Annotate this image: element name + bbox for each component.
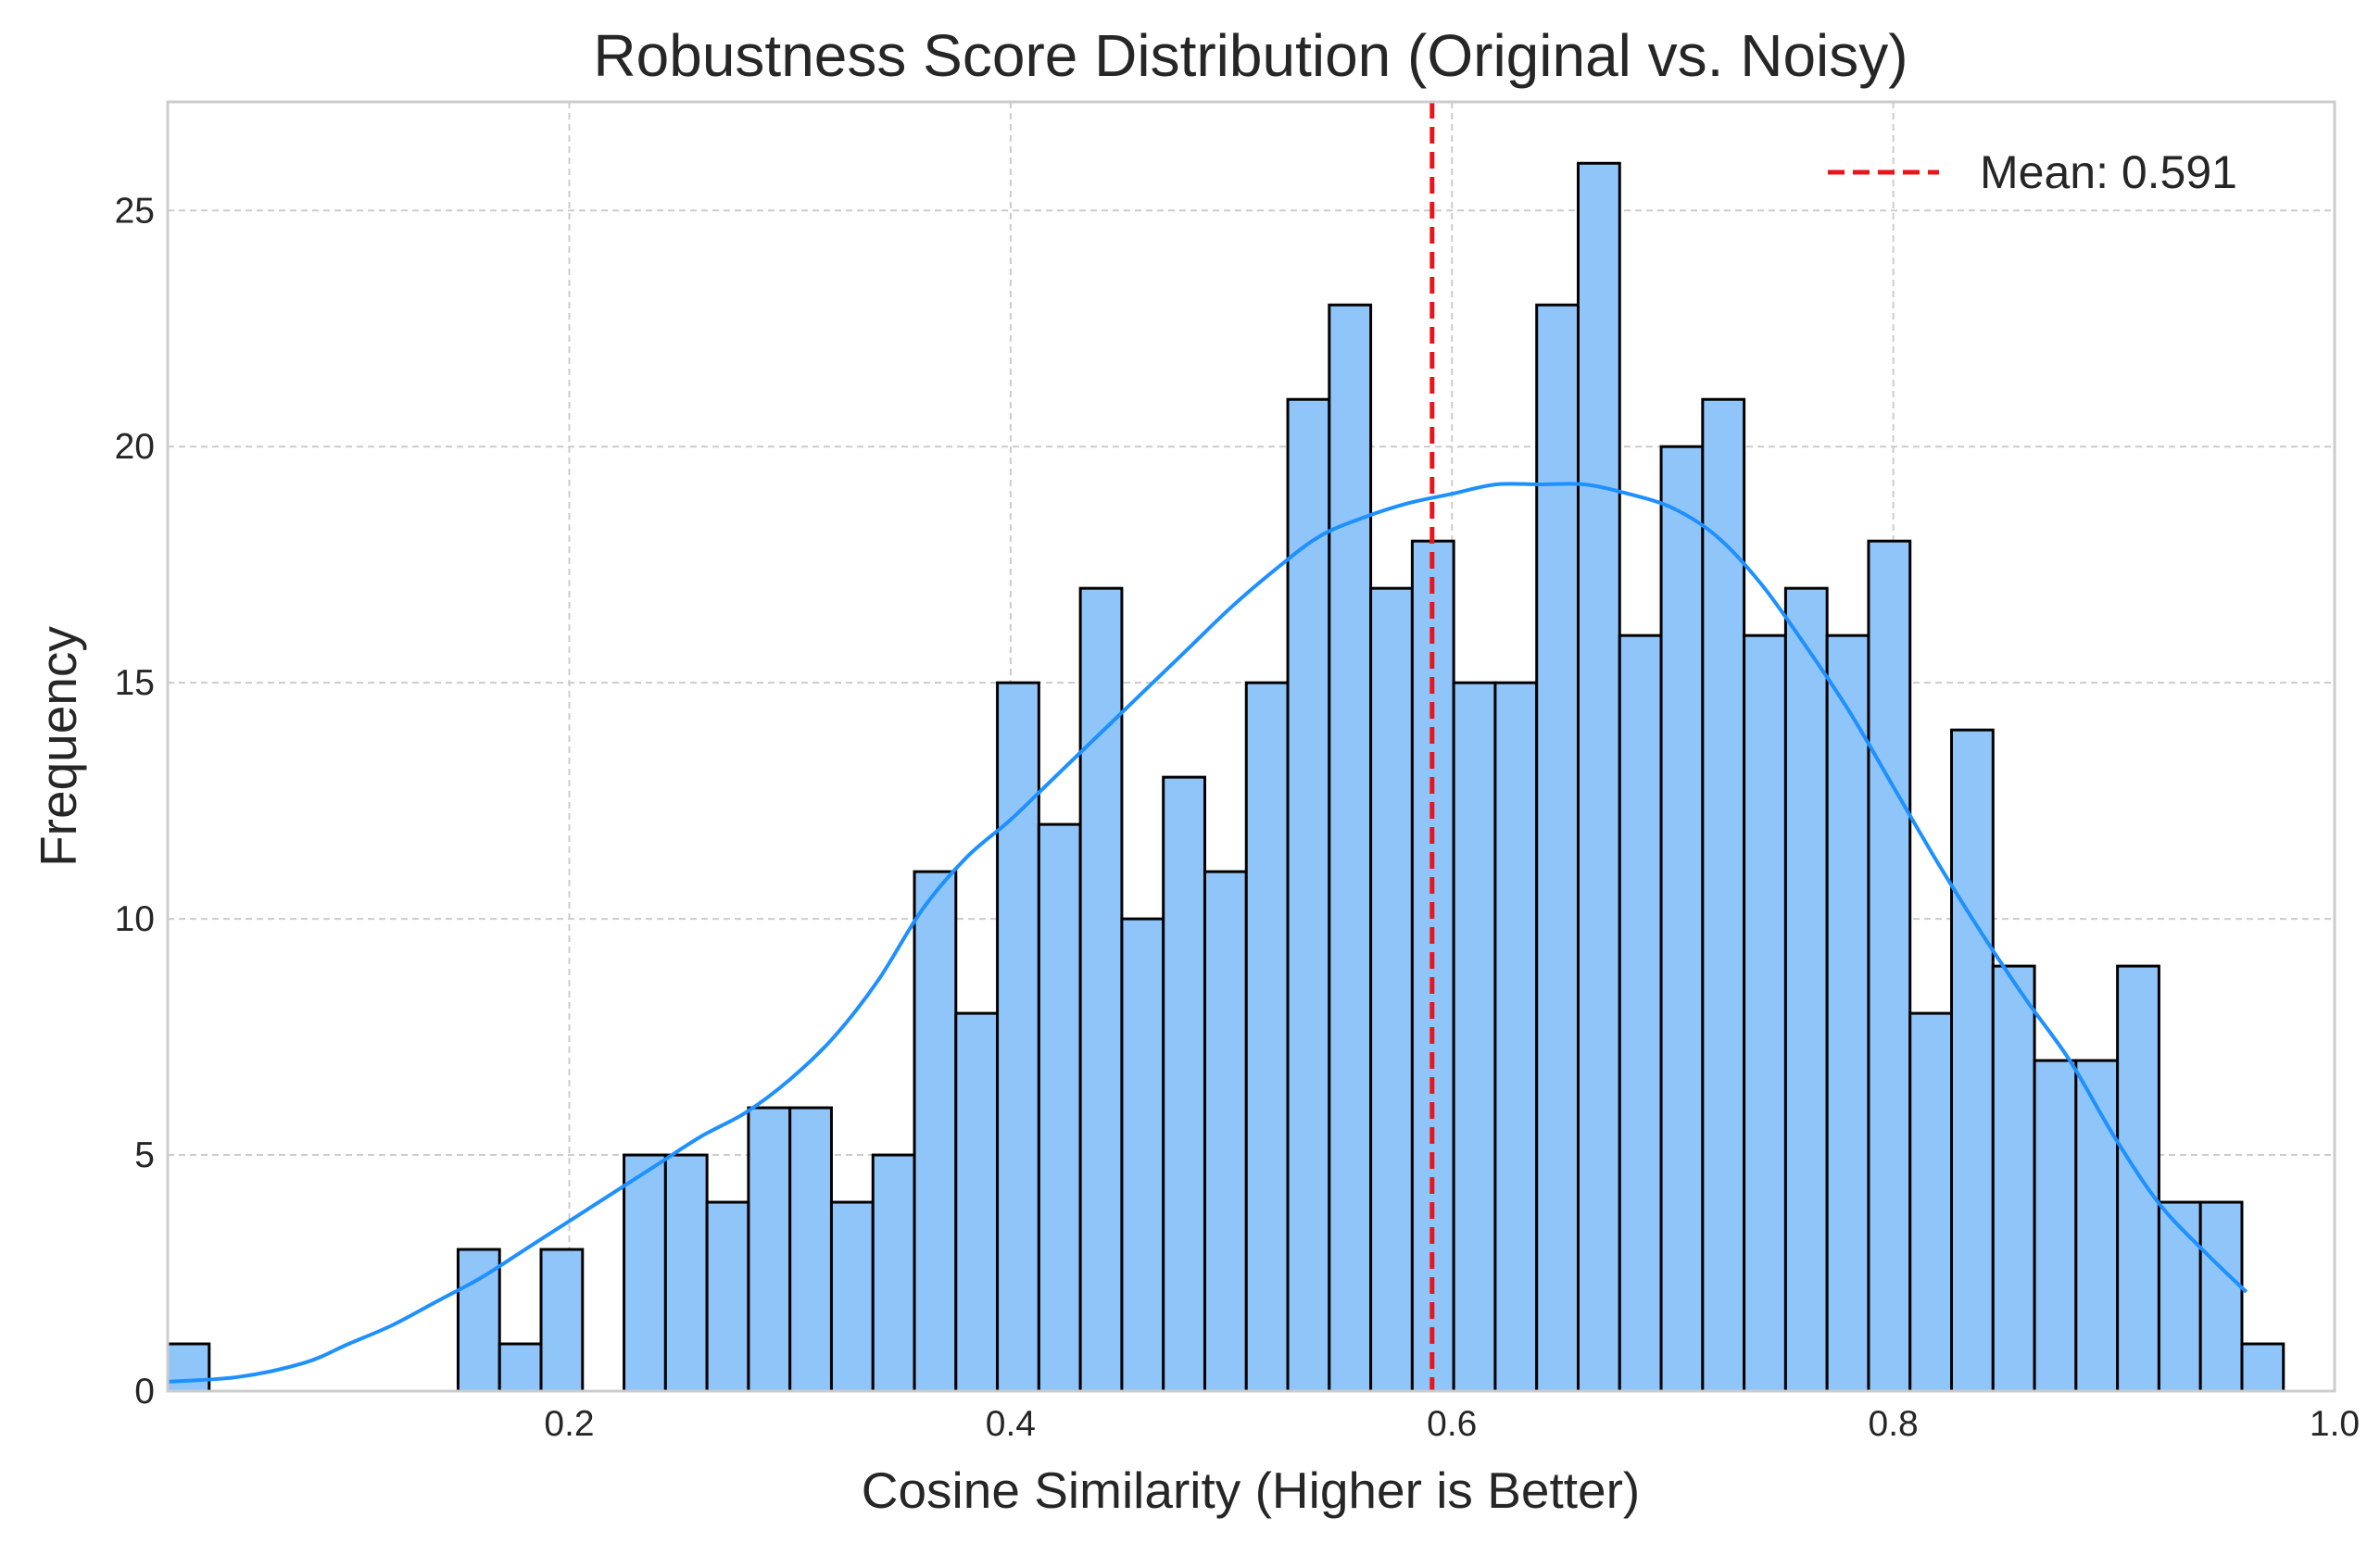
y-tick-label: 0 (134, 1372, 155, 1411)
histogram-bar (663, 1153, 709, 1393)
histogram-bar (1369, 586, 1414, 1393)
histogram-bar (1950, 728, 1995, 1393)
histogram-bar (913, 870, 958, 1393)
histogram-bar (2116, 964, 2160, 1393)
histogram-bar (1162, 775, 1206, 1393)
histogram-bar (871, 1153, 916, 1393)
histogram-bar (1493, 681, 1539, 1393)
x-tick-label: 0.2 (544, 1404, 594, 1444)
histogram-bar (1659, 445, 1705, 1393)
plot-frame (166, 100, 2336, 1393)
histogram-bar (623, 1153, 667, 1393)
x-tick-label: 1.0 (2310, 1404, 2360, 1444)
bars-layer (166, 161, 2286, 1393)
histogram-bar (539, 1248, 585, 1393)
histogram-bar (1452, 681, 1497, 1393)
histogram-bar (788, 1106, 833, 1393)
histogram-bar (1867, 539, 1912, 1393)
histogram-bar (456, 1248, 501, 1393)
histogram-bar (829, 1200, 875, 1393)
histogram-bar (996, 681, 1040, 1393)
histogram-bar (1991, 964, 2036, 1393)
histogram-bar (497, 1342, 543, 1393)
y-tick-label: 10 (115, 899, 155, 939)
histogram-bar (1783, 586, 1829, 1393)
histogram-bar (1701, 397, 1746, 1393)
chart-title: Robustness Score Distribution (Original … (593, 22, 1908, 89)
legend: Mean: 0.591 (1828, 146, 2237, 198)
histogram-bar (2198, 1200, 2244, 1393)
histogram-bar (166, 1342, 211, 1393)
legend-mean-label: Mean: 0.591 (1980, 146, 2237, 198)
y-tick-label: 15 (115, 663, 155, 703)
histogram-bar (2157, 1200, 2202, 1393)
kde-curve (167, 482, 2248, 1384)
histogram-bar (705, 1200, 750, 1393)
histogram-bar (1908, 1011, 1954, 1393)
histogram-bar (2240, 1342, 2286, 1393)
histogram-bar (1825, 634, 1870, 1393)
histogram-bar (1078, 586, 1124, 1393)
histogram-bar (1535, 303, 1580, 1393)
y-tick-labels: 0 5 10 15 20 25 (115, 191, 155, 1411)
histogram-bar (1120, 917, 1165, 1393)
x-tick-labels: 0.2 0.4 0.6 0.8 1.0 (544, 1404, 2360, 1444)
histogram-bar (1576, 161, 1621, 1393)
x-tick-label: 0.8 (1869, 1404, 1919, 1444)
histogram-bar (2033, 1059, 2078, 1393)
x-tick-label: 0.4 (986, 1404, 1036, 1444)
y-axis-title: Frequency (30, 626, 87, 867)
histogram-bar (1328, 303, 1373, 1393)
y-tick-label: 5 (134, 1135, 155, 1175)
histogram-bar (1743, 634, 1787, 1393)
histogram-bar (954, 1011, 1000, 1393)
histogram-bar (1203, 870, 1248, 1393)
x-axis-title: Cosine Similarity (Higher is Better) (862, 1461, 1641, 1519)
histogram-bar (1618, 634, 1663, 1393)
histogram-bar (1244, 681, 1290, 1393)
histogram-bar (1037, 822, 1082, 1393)
histogram-bar (747, 1106, 792, 1393)
histogram-bar (1286, 397, 1331, 1393)
y-tick-label: 20 (115, 427, 155, 467)
x-tick-label: 0.6 (1427, 1404, 1477, 1444)
y-tick-label: 25 (115, 191, 155, 231)
